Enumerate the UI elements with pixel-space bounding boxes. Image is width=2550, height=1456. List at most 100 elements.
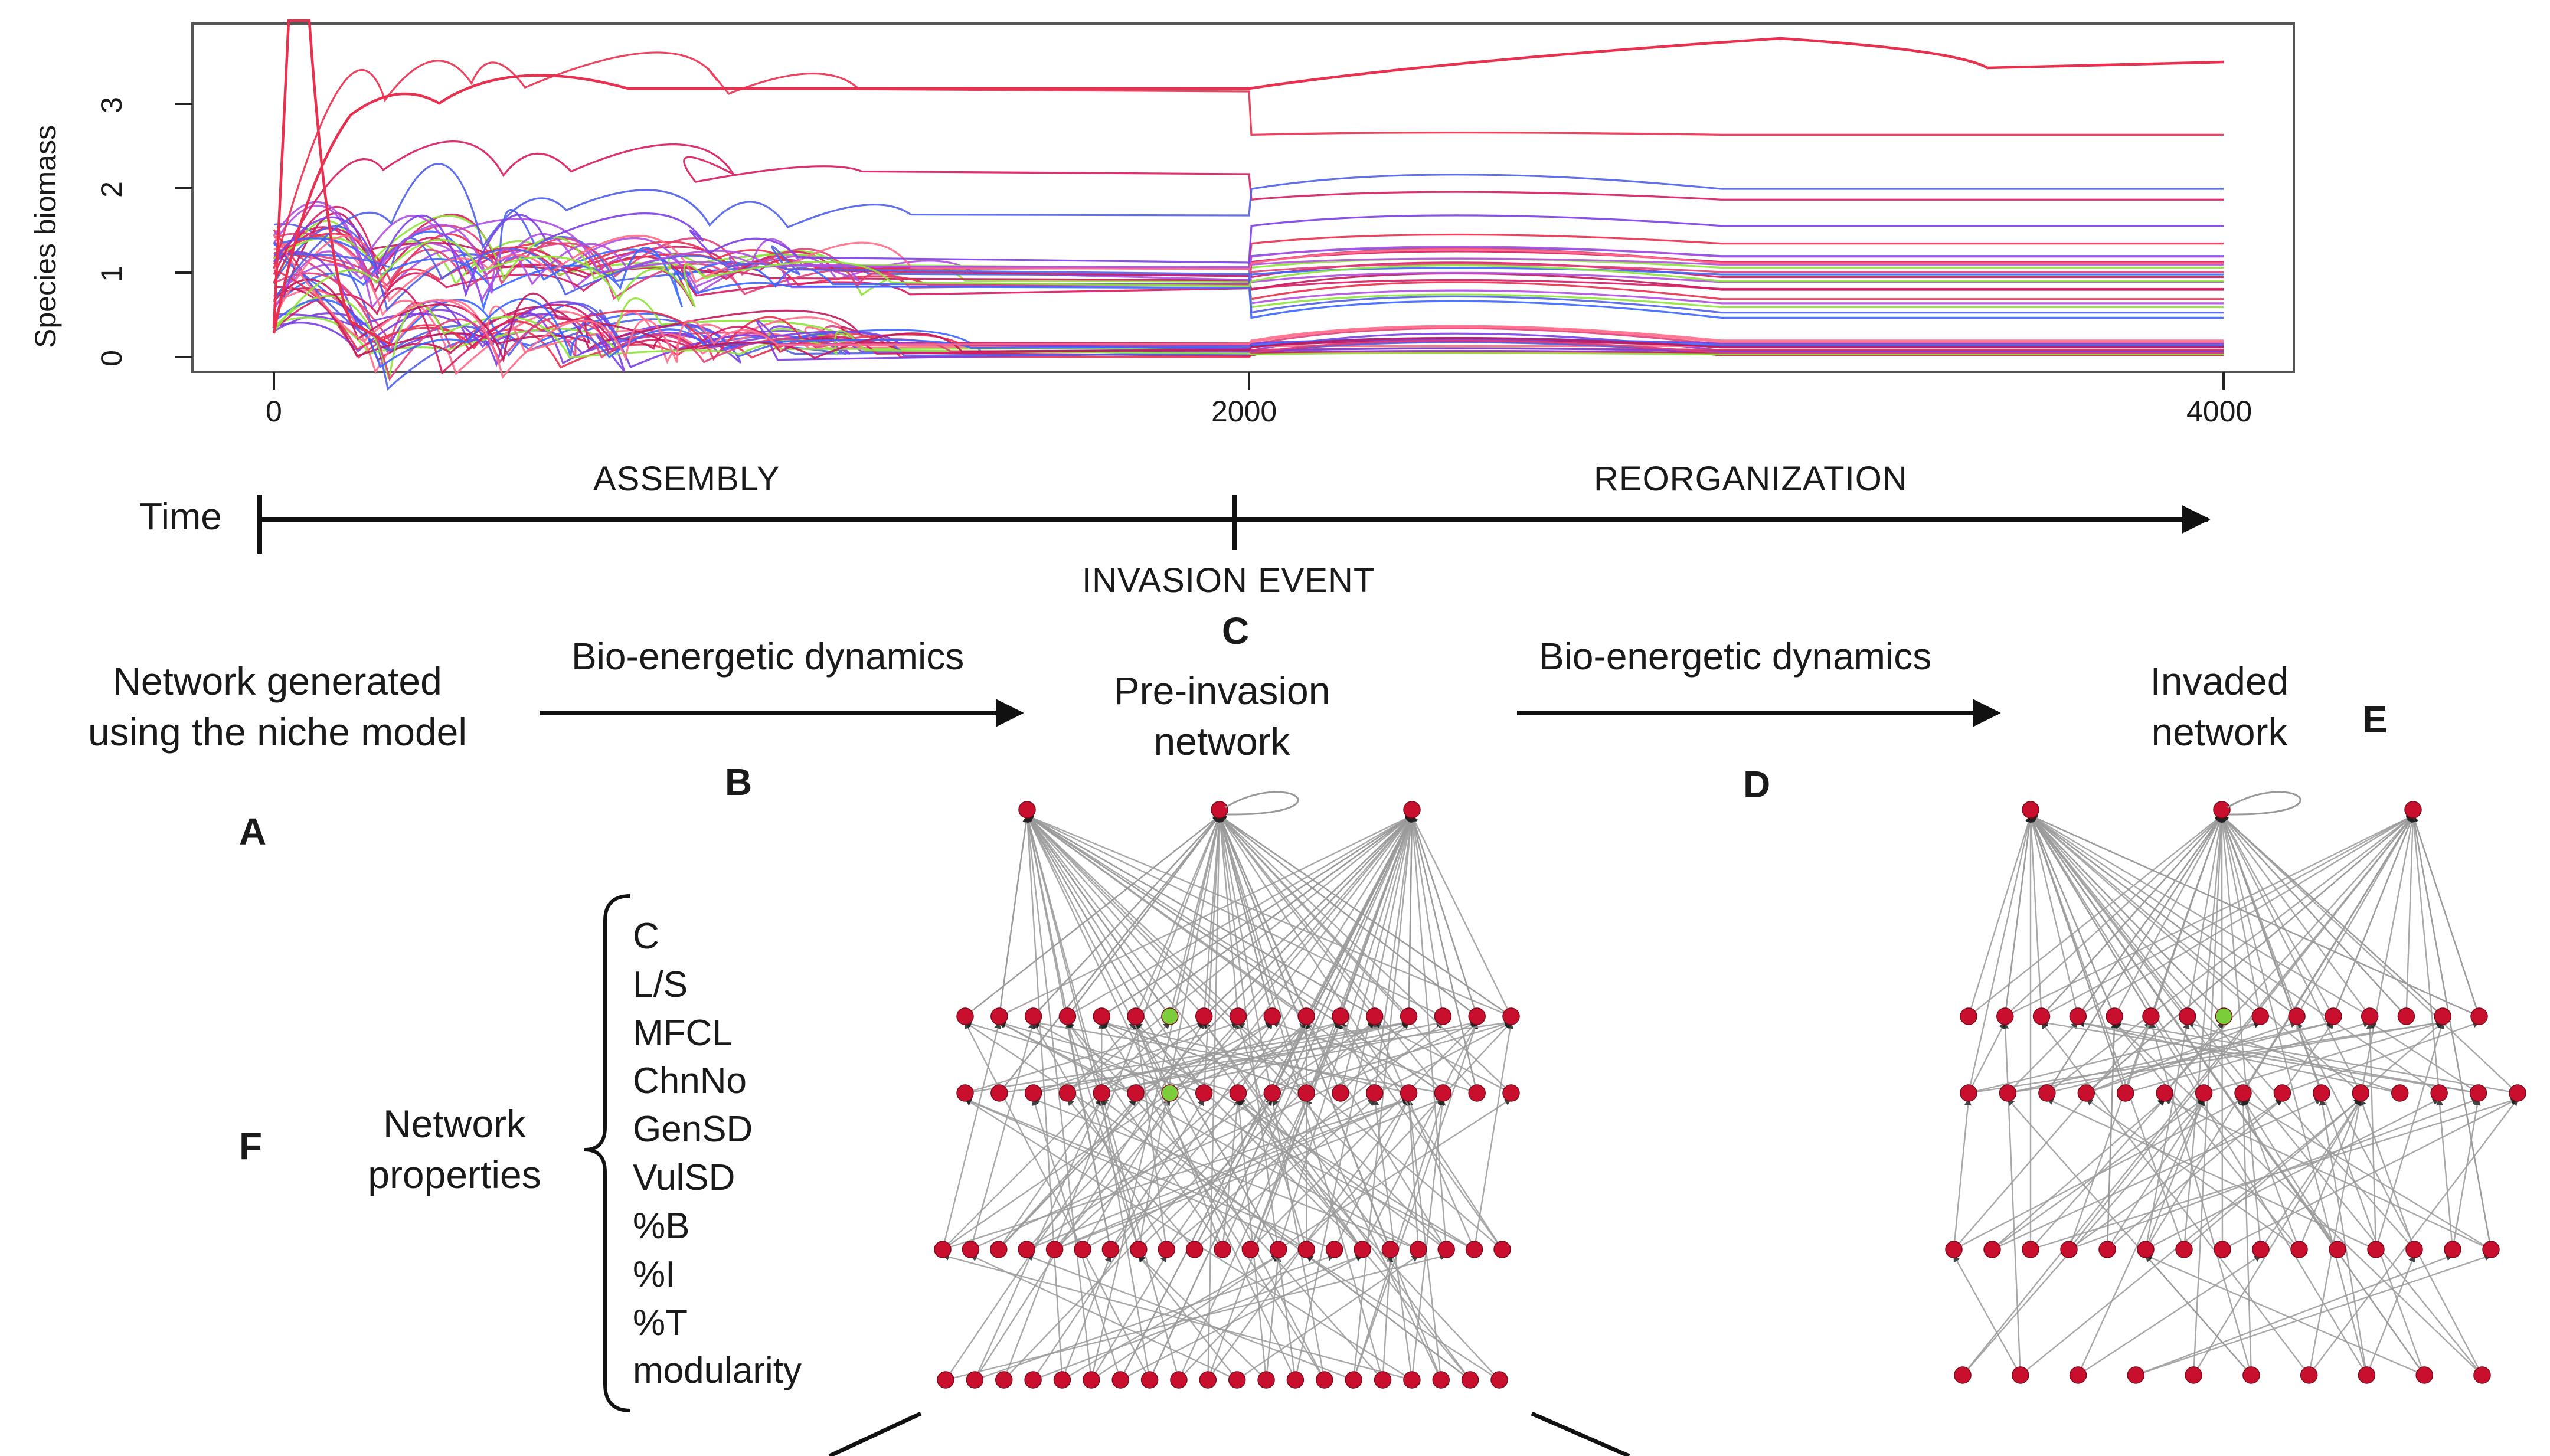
network-edge <box>2077 1098 2205 1376</box>
biomass-series-line <box>273 287 2224 375</box>
network-edge <box>2046 815 2414 1094</box>
biomass-series-line <box>273 295 2224 380</box>
species-node <box>1214 1241 1231 1258</box>
network-edge <box>2029 814 2371 1017</box>
species-node <box>956 1084 974 1102</box>
y-tick-2: 2 <box>94 181 128 198</box>
network-edge <box>2183 1098 2362 1250</box>
network-edge <box>2150 814 2224 1017</box>
network-edge <box>1135 815 1413 1017</box>
network-edge <box>964 1098 1335 1251</box>
network-edge <box>2030 815 2362 1094</box>
biomass-series-line <box>273 236 2224 375</box>
network-edge <box>1339 1021 1375 1094</box>
network-edge <box>2030 1098 2166 1250</box>
species-node <box>2469 1084 2487 1102</box>
network-edge <box>2113 1019 2518 1094</box>
species-node <box>2069 1366 2087 1384</box>
network-edge <box>1237 1022 1503 1250</box>
species-node <box>2391 1084 2409 1102</box>
network-edge <box>1953 1254 2021 1376</box>
network-edge <box>1410 814 1478 1094</box>
network-edge <box>2068 1098 2283 1250</box>
biomass-series-line <box>273 51 2224 269</box>
network-edge <box>2029 814 2480 1017</box>
species-node <box>2430 1084 2448 1102</box>
species-node <box>1185 1241 1204 1258</box>
species-node <box>2156 1084 2173 1102</box>
network-edge <box>1203 815 1413 1017</box>
species-node <box>1093 1007 1110 1025</box>
y-axis <box>175 103 192 358</box>
x-axis <box>273 372 2225 390</box>
biomass-plot <box>175 19 2295 391</box>
network-edge <box>1101 1020 1307 1094</box>
species-node <box>2242 1366 2260 1384</box>
network-edge <box>1219 815 1512 1094</box>
network-edge <box>1067 814 1413 1017</box>
network-edge <box>2308 1098 2518 1376</box>
biomass-series-line <box>273 237 2224 314</box>
network-edge <box>2030 815 2338 1250</box>
network-edge <box>2369 1021 2479 1094</box>
network-edge <box>2046 814 2223 1094</box>
network-edge <box>2114 1022 2300 1250</box>
network-edge <box>2030 815 2483 1376</box>
network-nodes <box>1945 801 2526 1384</box>
network-edge <box>1003 814 1221 1380</box>
network-edge <box>1120 1254 1364 1381</box>
species-node <box>1403 1371 1421 1389</box>
network-edge <box>2405 814 2417 1017</box>
species-node <box>1434 1007 1452 1025</box>
network-edge <box>2029 814 2126 1094</box>
species-node <box>1437 1241 1455 1258</box>
network-edge <box>2164 815 2414 1094</box>
species-node <box>1229 1084 1247 1102</box>
species-node <box>1403 801 1421 819</box>
network-edge <box>964 1098 1413 1381</box>
network-edge <box>1032 1019 1443 1094</box>
network-edge <box>2451 1098 2481 1250</box>
species-node <box>934 1241 952 1258</box>
network-edge <box>1218 814 1307 1094</box>
network-edge <box>2219 814 2261 1017</box>
network-edge <box>1306 1021 1447 1250</box>
species-node <box>1490 1371 1508 1389</box>
network-edge <box>2029 814 2205 1094</box>
network-edge <box>2041 815 2222 1017</box>
species-node <box>990 1241 1008 1258</box>
species-node <box>1366 1084 1384 1102</box>
network-edge <box>1054 1098 1444 1251</box>
property-pct-i: %I <box>633 1254 676 1295</box>
network-edge <box>2046 1098 2376 1251</box>
network-edge <box>1962 815 2414 1376</box>
network-edge <box>2319 1098 2368 1376</box>
y-tick-0: 0 <box>94 350 128 367</box>
network-edge <box>2077 1019 2479 1094</box>
series-layer <box>272 19 2224 391</box>
species-node <box>2234 1084 2252 1102</box>
network-edge <box>2296 814 2414 1017</box>
species-node <box>2012 1366 2029 1384</box>
species-node <box>2352 1084 2370 1102</box>
network-edge <box>1203 1022 1471 1380</box>
species-node <box>937 1371 954 1389</box>
species-node <box>2251 1007 2270 1025</box>
network-edge <box>1333 1098 1410 1250</box>
biomass-series-line <box>273 272 2224 382</box>
network-edge <box>2085 815 2414 1094</box>
network-edge <box>1992 1098 2166 1250</box>
species-node <box>1960 1007 1977 1025</box>
self-loop-edge <box>2227 791 2301 816</box>
network-edge <box>2359 1098 2415 1250</box>
network-edge <box>2030 815 2440 1094</box>
panel-f-caption: Network properties <box>331 1099 578 1200</box>
panel-f-letter: F <box>239 1125 263 1167</box>
network-edge <box>2186 814 2225 1017</box>
network-edge <box>1149 814 1413 1380</box>
network-edge <box>1166 1098 1273 1250</box>
network-edge <box>2030 815 2225 1017</box>
network-edge <box>2221 814 2362 1094</box>
species-node <box>1325 1241 1343 1258</box>
biomass-series-line <box>273 215 2224 309</box>
